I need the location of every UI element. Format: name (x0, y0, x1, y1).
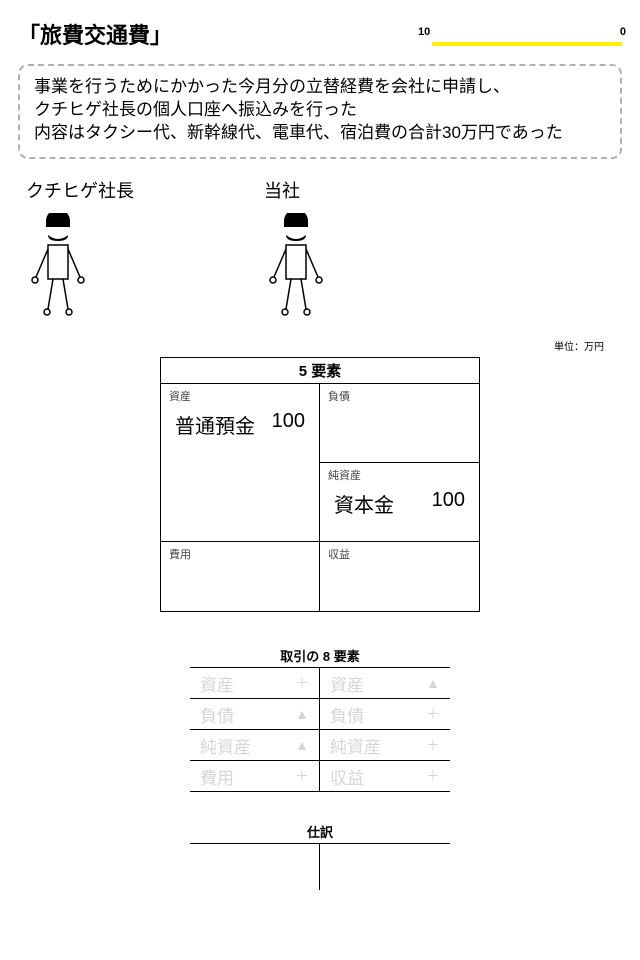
shiwake-table: 仕訳 (190, 822, 450, 890)
cell-expense-label: 費用 (169, 546, 311, 562)
cell-net-asset-label: 純資産 (328, 467, 471, 483)
e8-sym: ＋ (426, 766, 440, 786)
asset-value: 100 (272, 410, 305, 439)
e8-name: 資産 (200, 671, 234, 696)
e8-sym: ▲ (295, 706, 309, 722)
progress-line: 10 0 (432, 42, 622, 46)
person-icon (26, 213, 90, 321)
five-elements-title: 5 要素 (161, 358, 479, 383)
shiwake-title: 仕訳 (190, 822, 450, 844)
e8-sym: ＋ (295, 673, 309, 693)
cell-revenue: 収益 (320, 541, 479, 611)
eight-col-left: 資産 ＋ 負債 ▲ 純資産 ▲ 費用 ＋ (190, 668, 320, 792)
net-asset-name: 資本金 (334, 489, 394, 518)
cell-liability: 負債 (320, 383, 479, 462)
eight-row: 費用 ＋ (190, 761, 319, 792)
person-icon (264, 213, 328, 321)
e8-sym: ＋ (426, 704, 440, 724)
cell-asset-label: 資産 (169, 388, 311, 404)
cell-expense: 費用 (161, 541, 320, 611)
e8-sym: ＋ (295, 766, 309, 786)
e8-name: 負債 (200, 702, 234, 727)
e8-name: 負債 (330, 702, 364, 727)
eight-row: 純資産 ▲ (190, 730, 319, 761)
e8-name: 資産 (330, 671, 364, 696)
cell-revenue-label: 収益 (328, 546, 471, 562)
shiwake-left (190, 844, 320, 890)
asset-name: 普通預金 (175, 410, 255, 439)
eight-row: 資産 ＋ (190, 668, 319, 699)
five-elements-table: 5 要素 資産 普通預金 100 負債 純資産 資本金 100 費用 (160, 357, 480, 612)
e8-sym: ▲ (426, 675, 440, 691)
parties-row: クチヒゲ社長 当社 (26, 177, 622, 326)
party-left-label: クチヒゲ社長 (26, 177, 134, 203)
party-right: 当社 (264, 177, 328, 326)
eight-row: 収益 ＋ (320, 761, 450, 792)
eight-elements-table: 取引の 8 要素 資産 ＋ 負債 ▲ 純資産 ▲ 費用 ＋ 資産 ▲ 負債 ＋ 純資産 ＋ 収… (190, 646, 450, 792)
e8-name: 収益 (330, 764, 364, 789)
eight-row: 資産 ▲ (320, 668, 450, 699)
desc-line-3: 内容はタクシー代、新幹線代、電車代、宿泊費の合計30万円であった (34, 122, 606, 145)
e8-sym: ▲ (295, 737, 309, 753)
progress-left-value: 10 (418, 26, 430, 38)
e8-name: 純資産 (200, 733, 251, 758)
e8-sym: ＋ (426, 735, 440, 755)
eight-row: 純資産 ＋ (320, 730, 450, 761)
e8-name: 費用 (200, 764, 234, 789)
e8-name: 純資産 (330, 733, 381, 758)
description-box: 事業を行うためにかかった今月分の立替経費を会社に申請し、 クチヒゲ社長の個人口座… (18, 64, 622, 159)
desc-line-1: 事業を行うためにかかった今月分の立替経費を会社に申請し、 (34, 76, 606, 99)
progress-right-value: 0 (620, 26, 626, 38)
eight-row: 負債 ＋ (320, 699, 450, 730)
desc-line-2: クチヒゲ社長の個人口座へ振込みを行った (34, 99, 606, 122)
eight-row: 負債 ▲ (190, 699, 319, 730)
cell-liability-label: 負債 (328, 388, 471, 404)
net-asset-value: 100 (432, 489, 465, 518)
shiwake-right (320, 844, 450, 890)
party-right-label: 当社 (264, 177, 328, 203)
eight-col-right: 資産 ▲ 負債 ＋ 純資産 ＋ 収益 ＋ (320, 668, 450, 792)
party-left: クチヒゲ社長 (26, 177, 134, 326)
page-title: 「旅費交通費」 (18, 18, 172, 50)
unit-label: 単位：万円 (18, 338, 604, 353)
eight-elements-title: 取引の 8 要素 (190, 646, 450, 668)
cell-net-asset: 純資産 資本金 100 (320, 462, 479, 541)
cell-asset: 資産 普通預金 100 (161, 383, 320, 541)
